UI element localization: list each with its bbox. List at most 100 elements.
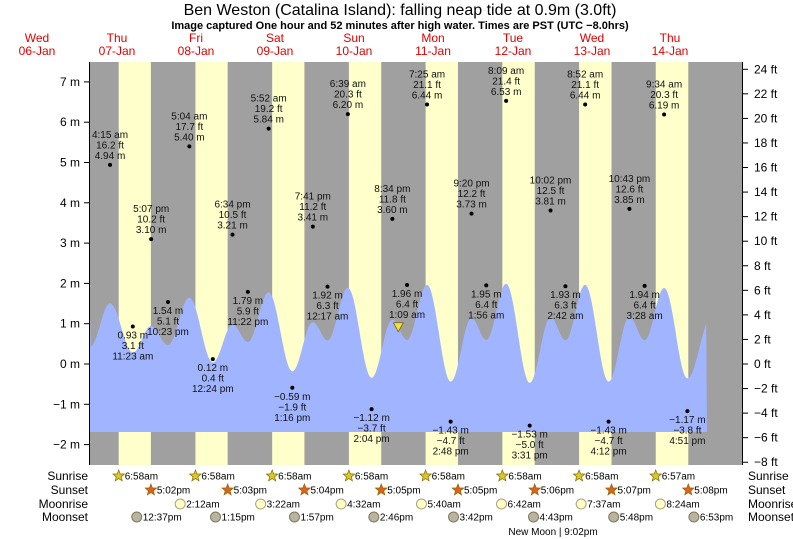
tide-ft-label: 20.3 ft: [334, 90, 362, 101]
right-tick-label: −2 ft: [754, 382, 778, 396]
left-tick-label: 2 m: [60, 276, 80, 290]
tide-ft-label: 16.2 ft: [96, 140, 124, 151]
sunset-row-label-right: Sunset: [748, 483, 786, 497]
sunset-icon: [681, 483, 695, 496]
tide-m-label: −0.59 m: [274, 392, 310, 403]
tide-time-label: 1:56 am: [468, 310, 504, 321]
tide-time-label: 7:25 am: [409, 69, 445, 80]
tide-dot: [662, 112, 667, 117]
right-tick-label: 8 ft: [754, 259, 771, 273]
tide-time-label: 11:23 am: [112, 352, 153, 363]
sunrise-icon: [342, 469, 356, 482]
moonrise-event: 3:22am: [255, 498, 300, 511]
tide-dot: [484, 283, 489, 288]
tide-time-label: 9:20 pm: [453, 179, 489, 190]
tide-time-label: 10:02 pm: [530, 175, 572, 186]
sunrise-row-label: Sunrise: [47, 469, 88, 483]
tide-ft-label: 21.1 ft: [413, 80, 441, 91]
moonrise-row-label: Moonrise: [39, 497, 89, 511]
moonset-time: 1:15pm: [222, 513, 255, 524]
low-tide-point: 1.93 m6.3 ft2:42 am: [547, 284, 583, 322]
tide-time-label: 2:04 pm: [354, 434, 390, 445]
right-tick-label: 14 ft: [754, 185, 778, 199]
tide-dot: [425, 102, 430, 107]
tide-time-label: 1:16 pm: [274, 413, 310, 424]
moonset-event: 1:15pm: [210, 511, 255, 524]
moonset-event: 2:46pm: [368, 511, 413, 524]
tide-time-label: 7:41 pm: [295, 192, 331, 203]
tide-dot: [266, 126, 271, 131]
moonset-icon: [608, 511, 620, 523]
right-tick-label: 0 ft: [754, 357, 771, 371]
day-name: Mon: [421, 31, 444, 45]
tide-m-label: 1.95 m: [471, 289, 502, 300]
tide-ft-label: −4.7 ft: [437, 436, 465, 447]
moonrise-icon: [575, 498, 587, 510]
day-name: Thu: [660, 31, 681, 45]
tide-ft-label: 11.2 ft: [299, 202, 326, 213]
tide-time-label: 10:43 pm: [609, 174, 651, 185]
sunset-icon: [144, 483, 158, 496]
tide-m-label: 6.44 m: [570, 90, 601, 101]
tide-dot: [642, 283, 647, 288]
tide-time-label: 12:24 pm: [192, 384, 234, 395]
low-tide-point: −1.53 m−5.0 ft3:31 pm: [511, 423, 548, 462]
moonset-icon: [368, 511, 380, 523]
moonrise-event: 6:42am: [495, 498, 541, 511]
tide-time-label: 11:22 pm: [227, 317, 268, 328]
tide-m-label: −1.53 m: [511, 430, 547, 441]
moonrise-icon: [495, 498, 507, 510]
tide-dot: [325, 284, 330, 289]
right-tick-label: −8 ft: [754, 455, 778, 469]
moonrise-icon: [174, 498, 186, 510]
day-name: Fri: [189, 31, 203, 45]
tide-time-label: 5:52 am: [251, 94, 287, 105]
tide-dot: [165, 299, 170, 304]
tide-ft-label: 11.8 ft: [379, 194, 406, 205]
tide-ft-label: −3.7 ft: [358, 424, 386, 435]
tide-dot: [290, 385, 295, 390]
tide-m-label: 3.10 m: [136, 225, 167, 236]
tide-dot: [108, 162, 113, 167]
day-date: 06-Jan: [19, 44, 56, 58]
tide-ft-label: 17.7 ft: [175, 122, 203, 133]
tide-ft-label: 21.1 ft: [571, 80, 599, 91]
right-tick-label: 4 ft: [754, 308, 771, 322]
tide-ft-label: −3.8 ft: [673, 426, 701, 437]
tide-m-label: 5.84 m: [253, 115, 284, 126]
sunset-icon: [451, 483, 465, 496]
tide-time-label: 6:39 am: [330, 79, 366, 90]
day-name: Wed: [580, 31, 604, 45]
tide-time-label: 6:34 pm: [214, 200, 250, 211]
sunset-event: 5:05pm: [374, 483, 421, 497]
tide-m-label: −1.17 m: [669, 415, 705, 426]
tide-time-label: 10:23 pm: [147, 327, 189, 338]
right-tick-label: 12 ft: [754, 210, 778, 224]
tide-dot: [310, 224, 315, 229]
chart-title: Ben Weston (Catalina Island): falling ne…: [184, 2, 617, 19]
tide-ft-label: 6.3 ft: [554, 301, 576, 312]
moonset-row-label-right: Moonset: [748, 510, 793, 524]
low-tide-point: −1.43 m−4.7 ft4:12 pm: [590, 419, 627, 458]
tide-ft-label: 6.4 ft: [475, 300, 497, 311]
moonset-icon: [210, 511, 222, 523]
moonrise-time: 8:24am: [666, 500, 699, 511]
moonset-event: 4:43pm: [528, 511, 573, 524]
sunset-time: 5:07pm: [618, 486, 651, 497]
left-tick-label: 4 m: [60, 196, 80, 210]
tide-m-label: 1.96 m: [392, 289, 423, 300]
sunrise-row-label-right: Sunrise: [748, 469, 789, 483]
tide-m-label: 1.54 m: [153, 306, 184, 317]
low-tide-point: 1.96 m6.4 ft1:09 am: [389, 283, 425, 321]
tide-time-label: 12:17 am: [307, 312, 349, 323]
tide-dot: [345, 112, 350, 117]
